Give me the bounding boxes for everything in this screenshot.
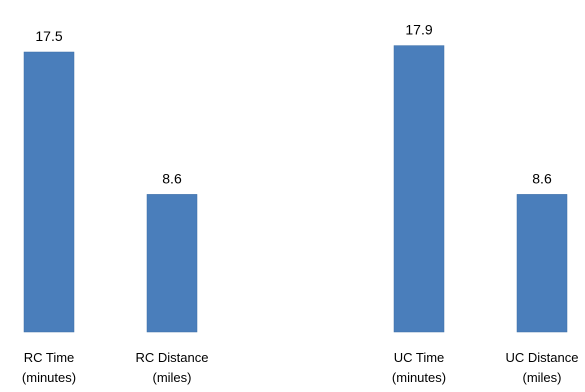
category-label-1-line-0: RC Distance	[136, 350, 209, 365]
category-label-3-line-0: UC Distance	[506, 350, 579, 365]
bar-0	[23, 51, 75, 333]
data-label-3: 8.6	[532, 170, 552, 186]
data-label-0: 17.5	[35, 28, 62, 44]
data-label-2: 17.9	[405, 22, 432, 38]
category-label-2-line-0: UC Time	[394, 350, 445, 365]
bar-1	[146, 194, 198, 333]
category-label-2-line-1: (minutes)	[392, 370, 446, 385]
bar-3	[516, 194, 568, 333]
bar-2	[393, 45, 445, 333]
data-label-1: 8.6	[162, 170, 182, 186]
category-label-1-line-1: (miles)	[153, 370, 192, 385]
category-label-3-line-1: (miles)	[523, 370, 562, 385]
category-label-0-line-0: RC Time	[24, 350, 75, 365]
category-label-0-line-1: (minutes)	[22, 370, 76, 385]
